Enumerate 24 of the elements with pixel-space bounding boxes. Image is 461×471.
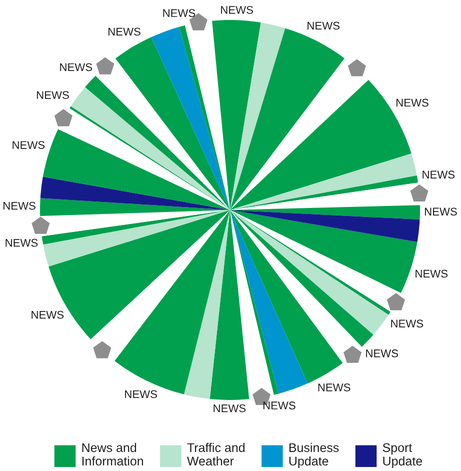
data-label: NEWS — [32, 310, 64, 319]
data-label: NEWS — [60, 63, 92, 72]
legend-label: Traffic and Weather — [187, 442, 245, 466]
data-label: NEWS — [396, 98, 428, 107]
data-label: NEWS — [12, 141, 45, 149]
data-label: NEWS — [366, 349, 398, 358]
data-label: NEWS — [416, 270, 448, 278]
data-label: NEWS — [308, 22, 340, 30]
data-label: NEWS — [424, 208, 457, 216]
legend-label: Business Update — [289, 442, 339, 468]
data-label: NEWS — [6, 238, 38, 247]
data-label: NEWS — [391, 320, 424, 328]
data-label: NEWS — [36, 91, 69, 100]
data-label: NEWS — [214, 404, 246, 412]
data-label: NEWS — [4, 202, 36, 210]
data-label: NEWS — [221, 6, 253, 14]
data-label: NEWS — [163, 9, 196, 18]
data-label: NEWS — [318, 383, 350, 392]
legend-label: News and Information — [82, 442, 144, 466]
data-label: NEWS — [422, 170, 455, 179]
legend-label: Sport Update — [382, 443, 422, 468]
data-label: NEWS — [263, 402, 296, 410]
data-label: NEWS — [108, 28, 140, 36]
data-label: NEWS — [125, 390, 157, 398]
